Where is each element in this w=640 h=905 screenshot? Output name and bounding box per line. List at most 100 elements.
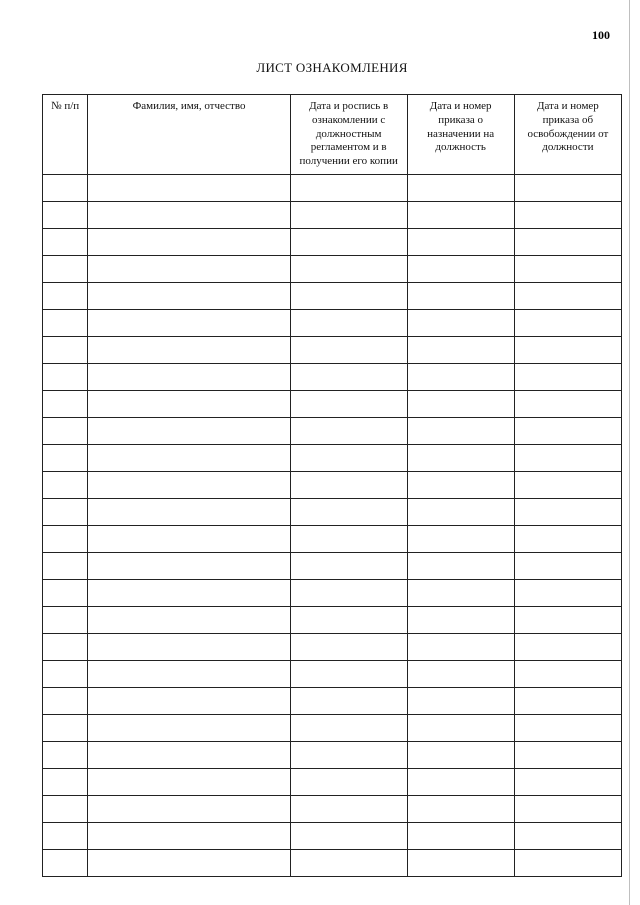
table-cell [290, 390, 407, 417]
table-cell [88, 390, 291, 417]
table-cell [514, 633, 621, 660]
table-cell [290, 714, 407, 741]
table-cell [43, 525, 88, 552]
table-cell [514, 741, 621, 768]
table-cell [43, 768, 88, 795]
table-cell [43, 417, 88, 444]
table-row [43, 174, 622, 201]
table-row [43, 714, 622, 741]
table-cell [88, 687, 291, 714]
table-cell [514, 390, 621, 417]
table-row [43, 336, 622, 363]
table-cell [88, 228, 291, 255]
table-cell [514, 444, 621, 471]
table-cell [290, 255, 407, 282]
table-row [43, 579, 622, 606]
table-row [43, 228, 622, 255]
table-cell [514, 525, 621, 552]
table-cell [290, 633, 407, 660]
table-cell [290, 822, 407, 849]
table-cell [43, 849, 88, 876]
table-cell [290, 498, 407, 525]
table-cell [290, 471, 407, 498]
table-cell [88, 282, 291, 309]
table-cell [43, 174, 88, 201]
table-row [43, 849, 622, 876]
table-row [43, 687, 622, 714]
table-cell [43, 255, 88, 282]
table-cell [88, 498, 291, 525]
table-cell [407, 633, 514, 660]
table-cell [88, 795, 291, 822]
table-cell [88, 579, 291, 606]
table-cell [43, 714, 88, 741]
table-cell [290, 309, 407, 336]
table-cell [407, 606, 514, 633]
table-cell [514, 579, 621, 606]
table-cell [88, 201, 291, 228]
table-cell [407, 525, 514, 552]
table-cell [43, 201, 88, 228]
table-cell [514, 498, 621, 525]
table-row [43, 444, 622, 471]
table-row [43, 768, 622, 795]
table-cell [290, 201, 407, 228]
table-cell [514, 255, 621, 282]
table-cell [514, 714, 621, 741]
table-row [43, 282, 622, 309]
table-cell [407, 336, 514, 363]
table-cell [514, 687, 621, 714]
table-cell [514, 363, 621, 390]
table-cell [514, 552, 621, 579]
table-row [43, 417, 622, 444]
table-cell [88, 255, 291, 282]
table-body [43, 174, 622, 876]
table-cell [290, 525, 407, 552]
table-cell [407, 309, 514, 336]
table-row [43, 795, 622, 822]
table-cell [407, 768, 514, 795]
table-cell [407, 552, 514, 579]
table-row [43, 471, 622, 498]
table-row [43, 525, 622, 552]
table-cell [290, 363, 407, 390]
table-cell [407, 471, 514, 498]
table-header-row: № п/п Фамилия, имя, отчество Дата и росп… [43, 95, 622, 175]
table-cell [290, 552, 407, 579]
table-cell [43, 390, 88, 417]
table-cell [407, 498, 514, 525]
table-cell [407, 255, 514, 282]
table-row [43, 363, 622, 390]
table-cell [514, 822, 621, 849]
table-cell [43, 633, 88, 660]
col-header-name: Фамилия, имя, отчество [88, 95, 291, 175]
table-cell [514, 228, 621, 255]
table-cell [290, 660, 407, 687]
table-cell [43, 552, 88, 579]
table-cell [407, 741, 514, 768]
table-cell [43, 336, 88, 363]
table-cell [88, 525, 291, 552]
table-cell [407, 849, 514, 876]
table-cell [407, 660, 514, 687]
table-cell [407, 687, 514, 714]
table-cell [290, 417, 407, 444]
table-cell [514, 606, 621, 633]
table-cell [290, 336, 407, 363]
table-row [43, 606, 622, 633]
table-cell [407, 822, 514, 849]
table-cell [88, 606, 291, 633]
document-page: 100 ЛИСТ ОЗНАКОМЛЕНИЯ № п/п Фамилия, имя… [0, 0, 640, 905]
table-cell [407, 363, 514, 390]
table-cell [407, 579, 514, 606]
table-cell [407, 390, 514, 417]
table-cell [290, 687, 407, 714]
table-row [43, 255, 622, 282]
table-cell [43, 363, 88, 390]
table-cell [88, 849, 291, 876]
table-cell [43, 660, 88, 687]
table-cell [43, 822, 88, 849]
table-row [43, 390, 622, 417]
acknowledgement-table: № п/п Фамилия, имя, отчество Дата и росп… [42, 94, 622, 877]
table-cell [88, 174, 291, 201]
